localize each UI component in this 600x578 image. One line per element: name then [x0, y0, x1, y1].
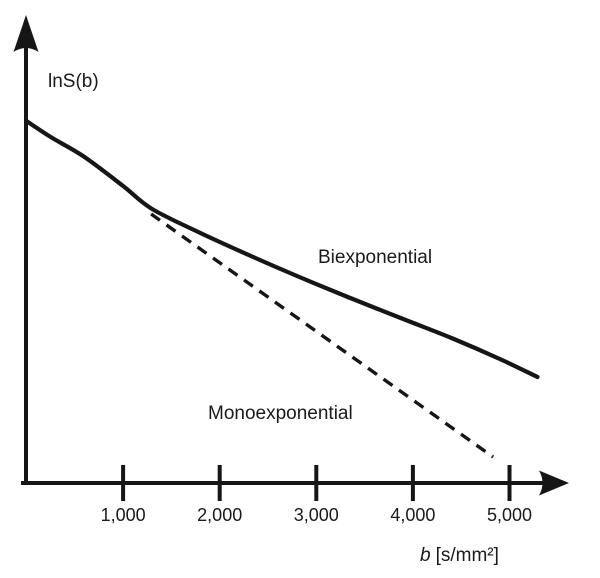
monoexponential-label: Monoexponential: [208, 403, 353, 424]
x-axis-arrow-icon: [539, 470, 569, 496]
x-axis-tick-label: 2,000: [197, 505, 242, 525]
y-axis-arrow-icon: [13, 15, 39, 52]
x-axis-tick-label: 3,000: [294, 505, 339, 525]
y-axis-title: lnS(b): [48, 71, 99, 92]
x-axis-tick-label: 5,000: [487, 505, 532, 525]
x-axis-title: b [s/mm²]: [420, 545, 499, 566]
x-axis-tick-label: 1,000: [101, 505, 146, 525]
x-axis-tick-label: 4,000: [390, 505, 435, 525]
x-axis-unit: [s/mm²]: [436, 545, 499, 566]
biexponential-curve: [24, 118, 540, 380]
x-axis-ticks: 1,000 2,000 3,000 4,000 5,000: [101, 465, 532, 525]
x-axis-variable: b: [420, 545, 431, 566]
biexponential-label: Biexponential: [318, 247, 432, 268]
monoexponential-line: [150, 212, 495, 459]
